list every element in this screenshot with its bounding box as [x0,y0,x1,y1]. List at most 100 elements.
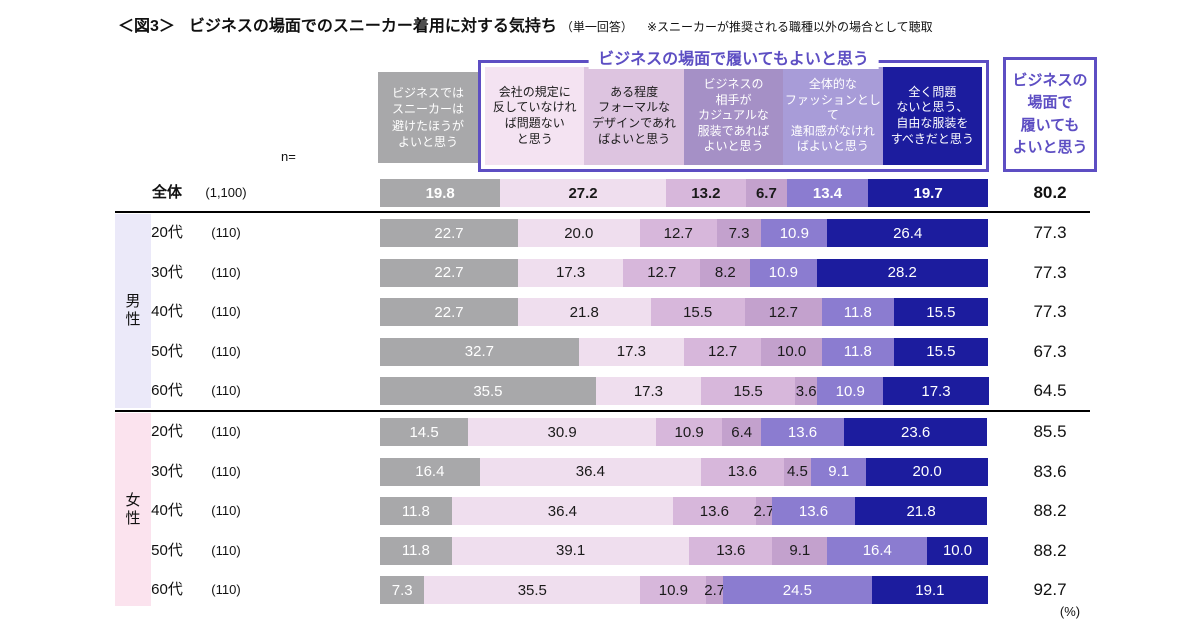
bar-segment: 11.8 [821,298,894,327]
column-header: 会社の規定に 反していなけれ ば問題ない と思う [485,67,585,165]
bar-segment: 13.6 [761,418,844,446]
bar-segment: 15.5 [893,337,988,366]
separator-after-total-row [115,211,1090,213]
row-group-label: 60代 [151,382,183,400]
row-acceptable-total: 83.6 [1033,461,1067,481]
row-acceptable-total: 88.2 [1033,501,1067,521]
stacked-bar: 22.7 21.8 15.5 12.7 11.8 15.5 [380,298,988,327]
figure-title: ＜図3＞ ビジネスの場面でのスニーカー着用に対する気持ち （単一回答） ※スニー… [118,12,933,36]
table-row: 30代 (110) 22.7 17.3 12.7 8.2 10.9 28.2 77.3 [0,258,1200,287]
row-sample-size: (110) [211,264,241,280]
stacked-bar: 11.8 39.1 13.6 9.1 16.4 10.0 [380,536,988,565]
bar-segment: 9.1 [772,536,828,565]
bar-segment: 13.6 [701,457,784,486]
table-row: 全体 (1,100) 19.8 27.2 13.2 6.7 13.4 19.7 80.2 [0,179,1200,207]
bar-segment: 11.8 [821,337,894,366]
bar-segment: 7.3 [380,576,425,605]
stacked-bar: 19.8 27.2 13.2 6.7 13.4 19.7 [380,179,988,207]
column-header: ビジネスの 相手が カジュアルな 服装であれば よいと思う [683,67,784,165]
bar-segment: 26.4 [827,219,988,247]
row-acceptable-total: 92.7 [1033,580,1067,600]
bar-segment: 24.5 [722,576,872,605]
bar-segment: 10.9 [656,418,723,446]
bar-segment: 12.7 [744,298,822,327]
bar-segment: 15.5 [650,298,745,327]
bar-segment: 14.5 [380,418,469,446]
row-group-label: 50代 [151,342,183,360]
column-header: 全体的な ファッションとして 違和感がなけれ ばよいと思う [783,67,883,165]
bar-segment: 13.6 [772,497,855,526]
separator-after-male-rows [115,410,1090,412]
bar-segment: 16.4 [827,536,928,565]
bar-segment: 17.3 [595,377,701,406]
bar-segment: 19.1 [871,576,988,605]
row-acceptable-total: 67.3 [1033,341,1067,361]
row-sample-size: (110) [211,463,241,479]
survey-condition-note: ※スニーカーが推奨される職種以外の場合として聴取 [646,20,933,34]
bar-segment: 17.3 [578,337,684,366]
bar-segment: 4.5 [783,457,812,486]
bar-segment: 10.9 [761,219,828,247]
table-row: 60代 (110) 7.3 35.5 10.9 2.7 24.5 19.1 92.7 [0,576,1200,605]
female-group-strip: 女 性 [115,413,151,606]
bar-segment: 32.7 [380,337,579,366]
column-header-avoid: ビジネスでは スニーカーは 避けたほうが よいと思う [378,72,478,163]
acceptable-group-title: ビジネスの場面で履いてもよいと思う [588,50,879,70]
bar-segment: 10.9 [640,576,707,605]
bar-segment: 12.7 [639,219,717,247]
bar-segment: 21.8 [518,298,651,327]
bar-segment: 20.0 [866,457,988,486]
stacked-bar: 14.5 30.9 10.9 6.4 13.6 23.6 [380,418,988,446]
row-group-label: 30代 [151,263,183,281]
bar-segment: 13.6 [673,497,756,526]
bar-segment: 13.6 [689,536,773,565]
stacked-bar: 22.7 17.3 12.7 8.2 10.9 28.2 [380,258,988,287]
bar-segment: 6.7 [746,179,787,207]
row-sample-size: (110) [211,304,241,320]
bar-segment: 12.7 [683,337,762,366]
bar-segment: 27.2 [500,179,666,207]
bar-segment: 11.8 [380,536,452,565]
bar-segment: 2.7 [704,576,725,605]
figure-number: ＜図3＞ [118,18,175,35]
row-group-label: 40代 [151,303,183,321]
bar-segment: 23.6 [843,418,988,446]
answer-type-note: （単一回答） [560,20,633,34]
bar-segment: 36.4 [479,457,701,486]
row-sample-size: (110) [211,424,241,439]
stacked-bar: 22.7 20.0 12.7 7.3 10.9 26.4 [380,219,988,247]
bar-segment: 3.6 [795,377,818,406]
stacked-bar: 11.8 36.4 13.6 2.7 13.6 21.8 [380,497,988,526]
table-row: 40代 (110) 11.8 36.4 13.6 2.7 13.6 21.8 88.2 [0,497,1200,526]
bar-segment: 19.8 [380,179,501,207]
row-sample-size: (110) [211,383,241,399]
male-group-strip: 男 性 [115,214,151,408]
bar-segment: 36.4 [451,497,674,526]
row-group-label: 20代 [151,423,183,440]
percent-unit-label: (%) [1059,604,1081,619]
bar-segment: 12.7 [623,258,701,287]
row-sample-size: (110) [211,503,241,519]
row-acceptable-total: 64.5 [1033,381,1067,401]
row-sample-size: (110) [211,343,241,359]
row-acceptable-total: 88.2 [1033,540,1067,560]
bar-segment: 8.2 [700,258,751,287]
stacked-bar: 7.3 35.5 10.9 2.7 24.5 19.1 [380,576,988,605]
bar-segment: 10.0 [927,536,988,565]
table-row: 20代 (110) 22.7 20.0 12.7 7.3 10.9 26.4 77.3 [0,219,1200,247]
row-sample-size: (1,100) [205,185,247,200]
stacked-bar: 35.5 17.3 15.5 3.6 10.9 17.3 [380,377,989,406]
bar-segment: 15.5 [893,298,988,327]
bar-segment: 6.4 [722,418,762,446]
row-acceptable-total: 77.3 [1033,302,1067,322]
bar-segment: 10.9 [750,258,817,287]
table-row: 40代 (110) 22.7 21.8 15.5 12.7 11.8 15.5 77.3 [0,298,1200,327]
bar-segment: 22.7 [380,258,519,287]
column-header: ある程度 フォーマルな デザインであれ ばよいと思う [584,67,684,165]
bar-segment: 7.3 [716,219,762,247]
bar-segment: 15.5 [701,377,796,406]
bar-segment: 39.1 [451,536,690,565]
acceptable-group-bracket: ビジネスの場面で履いてもよいと思う 会社の規定に 反していなけれ ば問題ない と… [478,50,989,172]
bar-segment: 11.8 [380,497,452,526]
